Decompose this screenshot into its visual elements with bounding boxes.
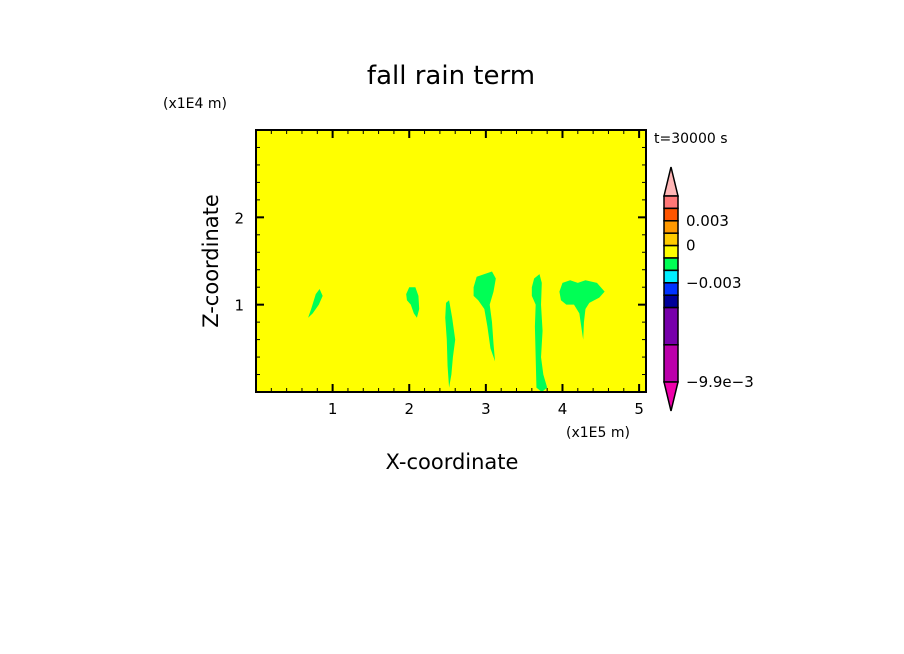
colorbar-level <box>663 232 679 247</box>
colorbar-level <box>663 195 679 210</box>
x-axis-label: X-coordinate <box>386 450 519 474</box>
colorbar-over-triangle <box>663 166 679 197</box>
rain-region-5 <box>559 280 605 340</box>
x-tick-label: 5 <box>634 400 644 418</box>
rain-region-3 <box>473 271 496 362</box>
colorbar-tick-label: −9.9e−3 <box>686 373 754 391</box>
colorbar-under-triangle <box>663 381 679 412</box>
colorbar-level <box>663 257 679 272</box>
time-label: t=30000 s <box>654 131 728 147</box>
colorbar-level <box>663 306 679 346</box>
y-tick-label: 1 <box>234 297 244 315</box>
colorbar-level <box>663 344 679 383</box>
rain-region-1 <box>406 287 420 318</box>
colorbar-level <box>663 294 679 309</box>
x-tick-label: 4 <box>558 400 568 418</box>
x-tick-label: 2 <box>404 400 414 418</box>
chart-title: fall rain term <box>367 61 535 91</box>
x-tick-label: 1 <box>328 400 338 418</box>
colorbar-tick-label: 0 <box>686 237 696 255</box>
colorbar-level <box>663 269 679 284</box>
colorbar-level <box>663 207 679 222</box>
rain-region-4 <box>531 274 548 392</box>
x-tick-label: 3 <box>481 400 491 418</box>
colorbar-tick-label: −0.003 <box>686 274 742 292</box>
rain-region-0 <box>308 288 323 318</box>
colorbar-tick-label: 0.003 <box>686 212 729 230</box>
colorbar-level <box>663 244 679 259</box>
colorbar-level <box>663 220 679 234</box>
colorbar-level <box>663 282 679 296</box>
y-tick-label: 2 <box>234 209 244 227</box>
rain-region-2 <box>445 300 456 388</box>
y-unit-label: (x1E4 m) <box>163 96 227 112</box>
x-unit-label: (x1E5 m) <box>566 425 630 441</box>
plot-frame <box>255 129 647 393</box>
y-axis-label: Z-coordinate <box>199 194 223 328</box>
